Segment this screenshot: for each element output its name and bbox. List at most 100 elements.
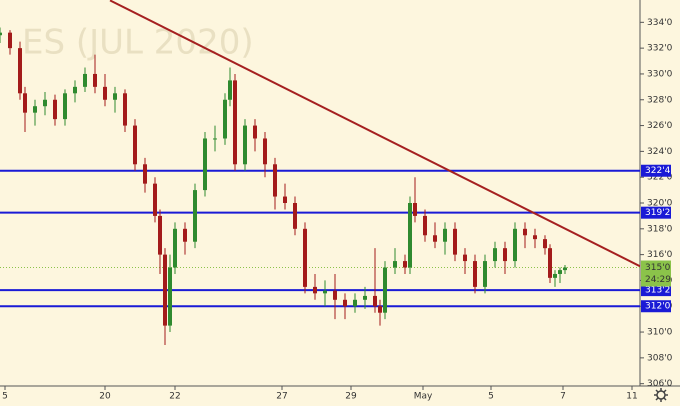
candle-body: [513, 228, 517, 262]
x-tick-label: 5: [488, 392, 494, 402]
x-tick-label: 11: [626, 392, 637, 402]
candle-body: [243, 125, 247, 165]
candle-body: [273, 164, 277, 197]
candle-body: [533, 235, 537, 240]
candle-body: [113, 93, 117, 100]
candle-body: [323, 290, 327, 294]
candle-body: [503, 248, 507, 262]
y-tick-label: 322'0: [647, 173, 673, 183]
candle-body: [73, 86, 77, 94]
candle-body: [233, 80, 237, 165]
candle-body: [523, 228, 527, 236]
y-tick-label: 328'0: [647, 95, 673, 105]
candle-body: [378, 306, 382, 313]
candle-body: [23, 93, 27, 113]
x-tick-label: 7: [560, 392, 566, 402]
candle-body: [223, 99, 227, 139]
candle-body: [183, 228, 187, 242]
candle-body: [253, 125, 257, 139]
candle-body: [493, 248, 497, 262]
candle-body: [313, 286, 317, 294]
candle-body: [443, 228, 447, 242]
settings-icon[interactable]: [654, 388, 668, 402]
y-tick-label: 334'0: [647, 18, 673, 28]
candle-body: [203, 138, 207, 191]
candle-body: [543, 239, 547, 249]
candle-body: [103, 86, 107, 100]
candle-body: [293, 203, 297, 229]
candle-body: [393, 261, 397, 268]
candle-body: [213, 138, 217, 140]
y-tick-label: 310'0: [647, 328, 673, 338]
level-label: 322'4: [645, 166, 671, 176]
level-label-box: [641, 206, 671, 219]
y-tick-label: 324'0: [647, 147, 673, 157]
candle-body: [433, 235, 437, 242]
candle-body: [413, 203, 417, 216]
candle-body: [53, 99, 57, 120]
candle-body: [83, 73, 87, 87]
y-tick-label: 332'0: [647, 44, 673, 54]
candle-body: [403, 261, 407, 268]
candle-body: [153, 183, 157, 216]
candle-body: [168, 267, 172, 326]
x-tick-label: 29: [345, 392, 357, 402]
x-tick-label: 27: [276, 392, 287, 402]
level-label-box: [641, 284, 671, 297]
candle-body: [383, 267, 387, 313]
candle-body: [373, 295, 377, 307]
candle-body: [158, 215, 162, 255]
candle-body: [263, 138, 267, 165]
level-label-box: [641, 164, 671, 177]
candle-body: [123, 93, 127, 126]
candle-body: [193, 190, 197, 242]
candle-body: [423, 215, 427, 236]
trendline: [109, 0, 641, 268]
candle-body: [408, 203, 412, 268]
candle-body: [173, 228, 177, 268]
candle-body: [163, 254, 167, 326]
y-tick-label: 308'0: [647, 353, 673, 363]
candle-body: [33, 106, 37, 113]
level-label: 312'0: [645, 302, 671, 312]
level-label-box: [641, 300, 671, 313]
last-price-label: 315'0: [645, 263, 671, 273]
y-tick-label: 306'0: [647, 379, 673, 389]
x-tick-label: May: [414, 392, 433, 402]
candle-body: [283, 196, 287, 203]
candle-body: [0, 32, 2, 36]
candle-body: [303, 228, 307, 287]
last-price-timer: 24:29: [645, 275, 671, 285]
candle-body: [363, 295, 367, 300]
candle-body: [333, 290, 337, 300]
candle-body: [133, 125, 137, 165]
x-tick-label: 5: [2, 392, 8, 402]
candle-body: [63, 93, 67, 120]
candle-body: [473, 261, 477, 287]
y-tick-label: 318'0: [647, 224, 673, 234]
x-tick-label: 20: [99, 392, 111, 402]
candle-body: [8, 32, 12, 49]
last-price-box: [641, 260, 671, 287]
watermark: ES (JUL 2020): [22, 23, 254, 63]
y-tick-label: 330'0: [647, 69, 673, 79]
y-tick-label: 316'0: [647, 250, 673, 260]
candle-body: [553, 273, 557, 278]
candle-body: [558, 270, 562, 274]
candle-body: [548, 248, 552, 278]
candle-body: [43, 99, 47, 107]
candle-body: [93, 73, 97, 87]
candle-body: [463, 254, 467, 262]
y-tick-label: 320'0: [647, 199, 673, 209]
level-label: 313'2: [645, 286, 670, 296]
candle-body: [143, 164, 147, 184]
candle-body: [228, 80, 232, 100]
candle-body: [453, 228, 457, 255]
candle-body: [18, 48, 22, 94]
candle-body: [343, 299, 347, 307]
candle-body: [563, 267, 567, 271]
candle-body: [483, 261, 487, 287]
candle-body: [353, 299, 357, 307]
